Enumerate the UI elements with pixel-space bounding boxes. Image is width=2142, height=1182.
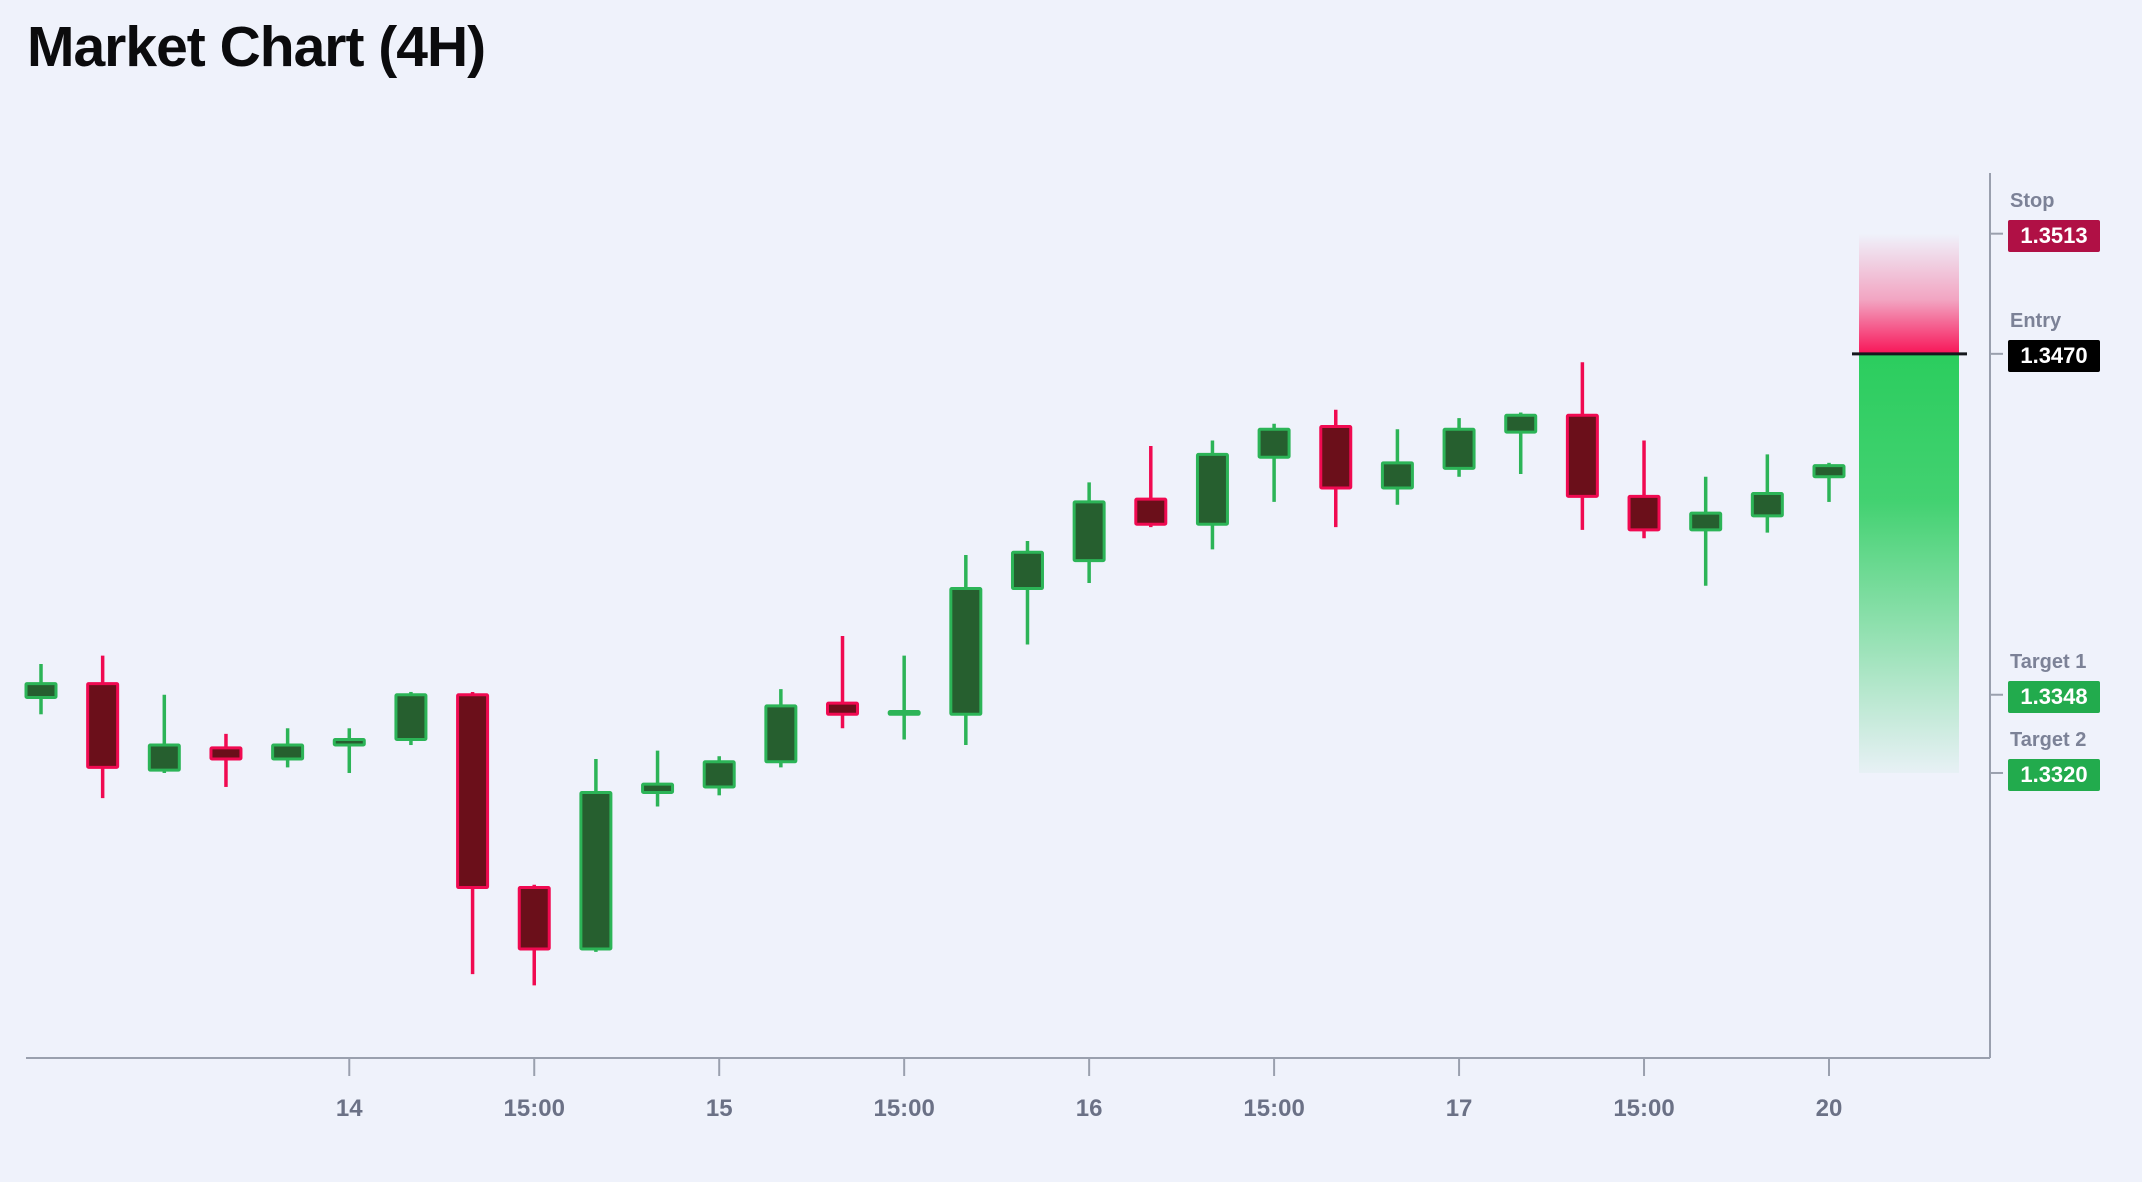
candle-body-8 [517,886,551,951]
candle-body-24 [1504,413,1538,434]
level-target2: Target 2 1.3320 [2008,729,2140,791]
candle-body-16 [1010,550,1044,591]
candle-body-19 [1195,452,1229,526]
candle-body-15 [949,587,983,716]
candle-body-9 [579,791,613,951]
level-stop: Stop 1.3513 [2008,190,2140,252]
candle-body-11 [702,760,736,789]
candle-body-6 [394,693,428,741]
risk-zone [1859,233,1959,354]
x-tick-label: 20 [1816,1095,1843,1122]
candle-body-0 [24,682,58,700]
candle-body-29 [1812,464,1846,479]
target2-price-badge: 1.3320 [2008,758,2100,791]
candle-body-10 [641,782,675,795]
stop-label: Stop [2010,189,2055,212]
candle-body-14 [887,710,921,716]
x-tick-label: 15:00 [1243,1095,1304,1122]
target2-label: Target 2 [2010,728,2087,751]
candle-body-23 [1442,427,1476,470]
candle-body-7 [456,693,490,890]
reward-zone [1859,353,1959,773]
candle-body-27 [1689,511,1723,532]
candle-body-3 [209,746,243,761]
x-tick-label: 17 [1446,1095,1473,1122]
target1-price-badge: 1.3348 [2008,680,2100,713]
candle-body-12 [764,704,798,764]
candle-body-22 [1380,461,1414,490]
x-tick-label: 15:00 [504,1095,565,1122]
x-tick-label: 14 [336,1095,363,1122]
candle-body-1 [86,682,120,769]
page-title: Market Chart (4H) [27,15,486,79]
entry-price-badge: 1.3470 [2008,339,2100,372]
entry-label: Entry [2010,309,2062,332]
candle-body-4 [271,743,305,761]
candle-body-5 [332,737,366,747]
level-entry: Entry 1.3470 [2008,310,2140,372]
target1-label: Target 1 [2010,650,2087,673]
x-tick-label: 15:00 [873,1095,934,1122]
candle-body-21 [1319,424,1353,490]
candle-body-20 [1257,427,1291,459]
x-tick-label: 15 [706,1095,733,1122]
candle-body-25 [1565,413,1599,498]
candle-body-26 [1627,494,1661,532]
candle-body-13 [826,701,860,716]
candle-body-2 [147,743,181,772]
x-tick-label: 16 [1076,1095,1103,1122]
stop-price-badge: 1.3513 [2008,219,2100,252]
x-tick-label: 15:00 [1613,1095,1674,1122]
candle-body-17 [1072,500,1106,563]
candle-body-18 [1134,497,1168,526]
candle-body-28 [1750,492,1784,518]
level-target1: Target 1 1.3348 [2008,651,2140,713]
